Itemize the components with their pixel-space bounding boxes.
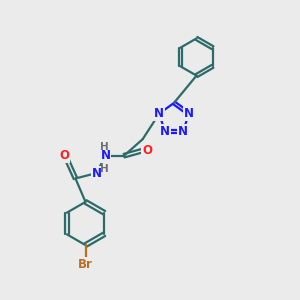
Text: H: H xyxy=(100,142,109,152)
Text: N: N xyxy=(100,149,110,162)
Text: N: N xyxy=(178,124,188,138)
Text: N: N xyxy=(92,167,101,180)
Text: N: N xyxy=(154,107,164,120)
Text: N: N xyxy=(160,124,170,138)
Text: O: O xyxy=(60,149,70,162)
Text: H: H xyxy=(100,164,109,175)
Text: Br: Br xyxy=(78,257,93,271)
Text: N: N xyxy=(184,107,194,120)
Text: O: O xyxy=(142,144,152,157)
